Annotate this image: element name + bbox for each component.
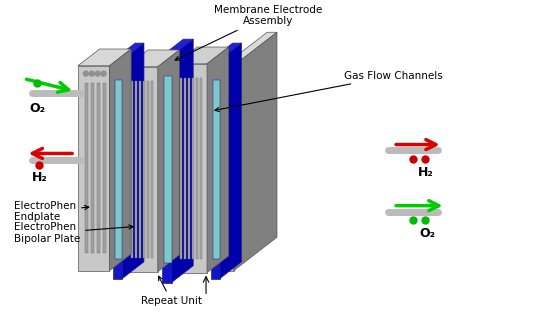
Polygon shape: [78, 66, 109, 271]
Polygon shape: [78, 49, 131, 66]
Polygon shape: [85, 84, 88, 253]
Polygon shape: [181, 78, 182, 259]
Polygon shape: [147, 80, 149, 258]
Circle shape: [89, 71, 94, 76]
Polygon shape: [113, 43, 144, 60]
Circle shape: [83, 71, 88, 76]
Polygon shape: [164, 76, 172, 263]
Text: ElectroPhen
Endplate: ElectroPhen Endplate: [14, 201, 89, 222]
Polygon shape: [233, 32, 277, 271]
Polygon shape: [176, 47, 229, 64]
Polygon shape: [97, 84, 99, 253]
Polygon shape: [151, 80, 153, 258]
Circle shape: [101, 71, 106, 76]
Polygon shape: [131, 80, 133, 258]
Text: Gas Flow Channels: Gas Flow Channels: [215, 71, 443, 112]
Polygon shape: [196, 78, 198, 259]
Polygon shape: [224, 32, 277, 66]
Polygon shape: [123, 43, 144, 279]
Text: Repeat Unit: Repeat Unit: [141, 276, 202, 306]
Polygon shape: [211, 60, 220, 279]
Polygon shape: [176, 64, 207, 273]
Polygon shape: [115, 80, 123, 259]
Circle shape: [95, 71, 100, 76]
Text: H₂: H₂: [418, 166, 434, 179]
Polygon shape: [126, 50, 179, 67]
Polygon shape: [113, 60, 123, 279]
Polygon shape: [158, 50, 179, 272]
Polygon shape: [184, 78, 187, 259]
Text: O₂: O₂: [30, 102, 46, 114]
Polygon shape: [188, 78, 190, 259]
Polygon shape: [91, 84, 94, 253]
Polygon shape: [213, 80, 220, 259]
Polygon shape: [207, 47, 229, 273]
Text: ElectroPhen
Bipolar Plate: ElectroPhen Bipolar Plate: [14, 223, 133, 244]
Polygon shape: [162, 56, 172, 282]
Polygon shape: [109, 49, 131, 271]
Text: Membrane Electrode
Assembly: Membrane Electrode Assembly: [175, 5, 322, 60]
Polygon shape: [103, 84, 105, 253]
Polygon shape: [224, 66, 233, 271]
Polygon shape: [211, 43, 242, 60]
Polygon shape: [220, 43, 242, 279]
Text: H₂: H₂: [31, 170, 47, 183]
Polygon shape: [139, 80, 141, 258]
Polygon shape: [192, 78, 194, 259]
Polygon shape: [143, 80, 145, 258]
Polygon shape: [172, 39, 193, 282]
Text: O₂: O₂: [420, 227, 436, 240]
Polygon shape: [126, 67, 158, 272]
Polygon shape: [162, 39, 193, 56]
Polygon shape: [200, 78, 202, 259]
Polygon shape: [135, 80, 137, 258]
